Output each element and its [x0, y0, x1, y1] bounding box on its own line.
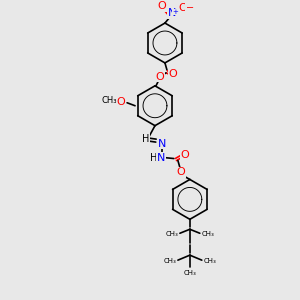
Text: CH₃: CH₃: [164, 258, 176, 264]
Text: O: O: [178, 3, 187, 13]
Text: N: N: [168, 8, 176, 18]
Text: CH₃: CH₃: [201, 231, 214, 237]
Text: O: O: [117, 97, 125, 107]
Text: N: N: [158, 139, 166, 148]
Text: O: O: [156, 72, 164, 82]
Text: H: H: [142, 134, 150, 144]
Text: CH₃: CH₃: [184, 270, 196, 276]
Text: O: O: [158, 1, 166, 11]
Text: H: H: [150, 152, 158, 163]
Text: CH₃: CH₃: [101, 96, 117, 105]
Text: −: −: [186, 3, 194, 13]
Text: +: +: [172, 9, 178, 15]
Text: O: O: [169, 69, 177, 79]
Text: CH₃: CH₃: [166, 231, 178, 237]
Text: N: N: [157, 152, 165, 163]
Text: O: O: [176, 167, 185, 178]
Text: CH₃: CH₃: [203, 258, 216, 264]
Text: O: O: [181, 150, 189, 160]
